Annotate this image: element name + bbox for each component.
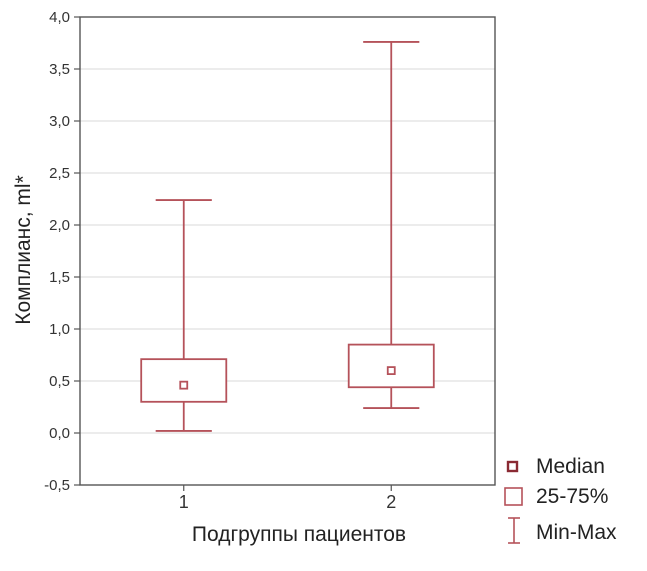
box-group-1 bbox=[140, 199, 228, 432]
y-tick-label: 2,0 bbox=[49, 217, 70, 234]
legend-label-iqr: 25-75% bbox=[536, 485, 608, 508]
y-tick-label: 0,5 bbox=[49, 373, 70, 390]
y-tick-label: 3,5 bbox=[49, 61, 70, 78]
median-marker-icon bbox=[506, 460, 519, 473]
y-tick-label: 2,5 bbox=[49, 165, 70, 182]
legend-item-iqr: 25-75% bbox=[504, 485, 608, 508]
legend-label-range: Min-Max bbox=[536, 521, 617, 544]
min-max-whisker-icon bbox=[508, 517, 520, 544]
legend-item-median: Median bbox=[506, 455, 605, 478]
x-axis-title: Подгруппы пациентов bbox=[192, 523, 406, 546]
x-tick-label: 1 bbox=[179, 492, 189, 512]
box-group-2 bbox=[347, 41, 435, 409]
y-tick-label: 3,0 bbox=[49, 113, 70, 130]
legend: Median 25-75% Min-Max bbox=[504, 455, 617, 544]
iqr-box bbox=[140, 358, 228, 403]
y-tick-label: 1,5 bbox=[49, 269, 70, 286]
y-tick-label: 1,0 bbox=[49, 321, 70, 338]
y-axis-title: Комплианс, ml* bbox=[12, 175, 35, 324]
iqr-box bbox=[347, 343, 435, 389]
x-tick-label: 2 bbox=[386, 492, 396, 512]
legend-item-range: Min-Max bbox=[508, 517, 617, 544]
y-tick-label: 4,0 bbox=[49, 9, 70, 26]
y-tick-label: 0,0 bbox=[49, 425, 70, 442]
median-marker bbox=[179, 380, 189, 390]
median-marker bbox=[386, 366, 396, 376]
y-tick-label: -0,5 bbox=[44, 477, 70, 494]
plot-area-frame bbox=[79, 16, 496, 486]
y-axis-ticks: -0,5 0,0 0,5 1,0 1,5 2,0 2,5 3,0 3,5 4,0 bbox=[44, 9, 80, 494]
iqr-box-icon bbox=[504, 487, 523, 506]
box-series bbox=[140, 41, 435, 432]
legend-label-median: Median bbox=[536, 455, 605, 478]
